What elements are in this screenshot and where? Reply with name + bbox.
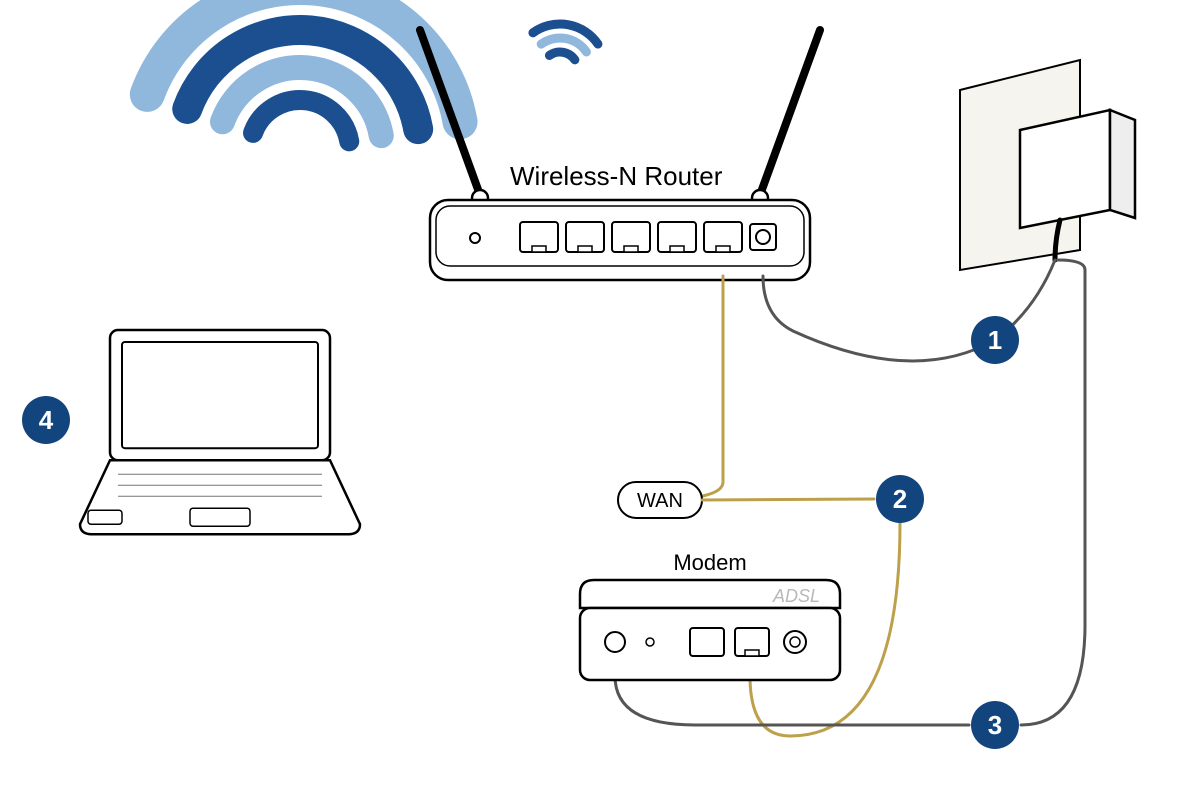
wan-cable-upper <box>650 276 723 500</box>
wifi-signal-icon <box>147 0 598 141</box>
step-badge-4: 4 <box>22 396 70 444</box>
wan-label: WAN <box>637 490 683 512</box>
svg-text:3: 3 <box>988 710 1002 740</box>
wall-outlet <box>960 60 1135 270</box>
step-badge-2: 2 <box>876 475 924 523</box>
step-badge-3: 3 <box>971 701 1019 749</box>
modem: Modem ADSL <box>580 550 840 680</box>
svg-text:2: 2 <box>893 484 907 514</box>
router: Wireless-N Router <box>420 30 820 280</box>
svg-text:4: 4 <box>39 405 54 435</box>
svg-text:1: 1 <box>988 325 1002 355</box>
router-label: Wireless-N Router <box>510 161 723 191</box>
step-badge-1: 1 <box>971 316 1019 364</box>
laptop <box>80 330 360 534</box>
adsl-label: ADSL <box>772 586 820 606</box>
modem-label: Modem <box>673 550 746 575</box>
